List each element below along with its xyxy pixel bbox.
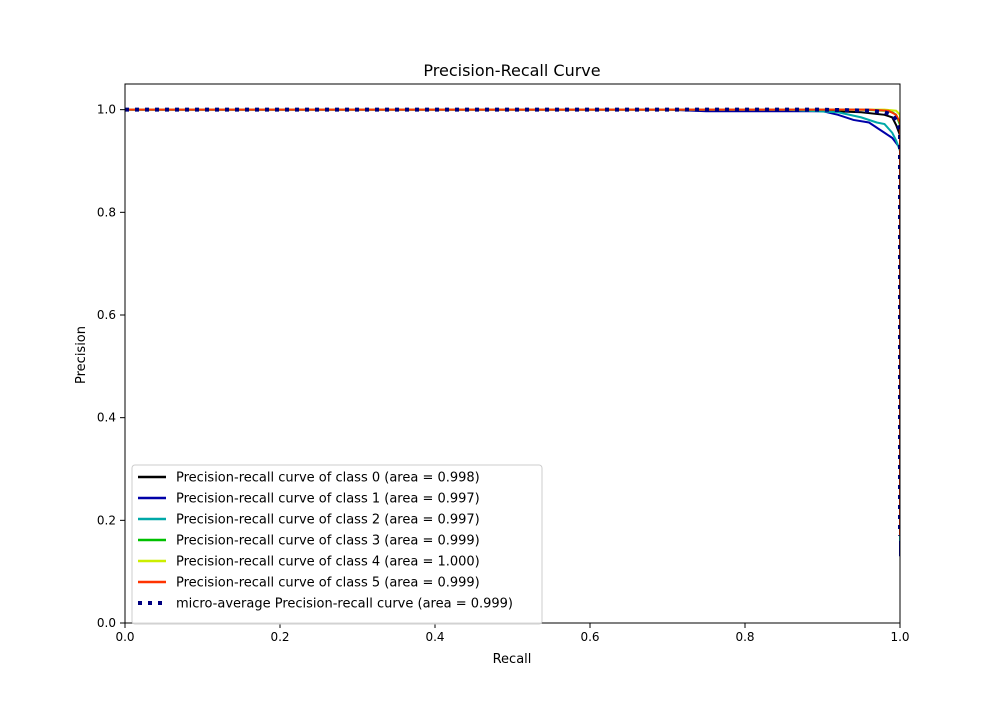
legend-label: Precision-recall curve of class 3 (area … — [176, 534, 480, 549]
y-tick-label: 0.6 — [97, 308, 116, 322]
x-tick-label: 0.4 — [425, 630, 444, 644]
legend-label: Precision-recall curve of class 1 (area … — [176, 492, 480, 507]
legend-label: micro-average Precision-recall curve (ar… — [176, 597, 513, 612]
x-tick-label: 0.6 — [580, 630, 599, 644]
chart-title: Precision-Recall Curve — [423, 61, 600, 80]
x-tick-label: 0.0 — [115, 630, 134, 644]
legend-label: Precision-recall curve of class 2 (area … — [176, 513, 480, 528]
y-tick-label: 0.4 — [97, 411, 116, 425]
y-tick-label: 1.0 — [97, 103, 116, 117]
x-axis-label: Recall — [493, 652, 532, 667]
y-tick-label: 0.8 — [97, 205, 116, 219]
legend-label: Precision-recall curve of class 0 (area … — [176, 471, 480, 486]
x-tick-label: 0.2 — [270, 630, 289, 644]
y-tick-label: 0.0 — [97, 616, 116, 630]
legend-label: Precision-recall curve of class 5 (area … — [176, 576, 480, 591]
y-axis-label: Precision — [74, 326, 89, 384]
y-tick-label: 0.2 — [97, 513, 116, 527]
legend-box — [131, 464, 543, 625]
legend-label: Precision-recall curve of class 4 (area … — [176, 555, 480, 570]
series-line-6 — [125, 107, 900, 536]
x-tick-label: 1.0 — [890, 630, 909, 644]
x-tick-label: 0.8 — [735, 630, 754, 644]
legend: Precision-recall curve of class 0 (area … — [131, 464, 543, 625]
